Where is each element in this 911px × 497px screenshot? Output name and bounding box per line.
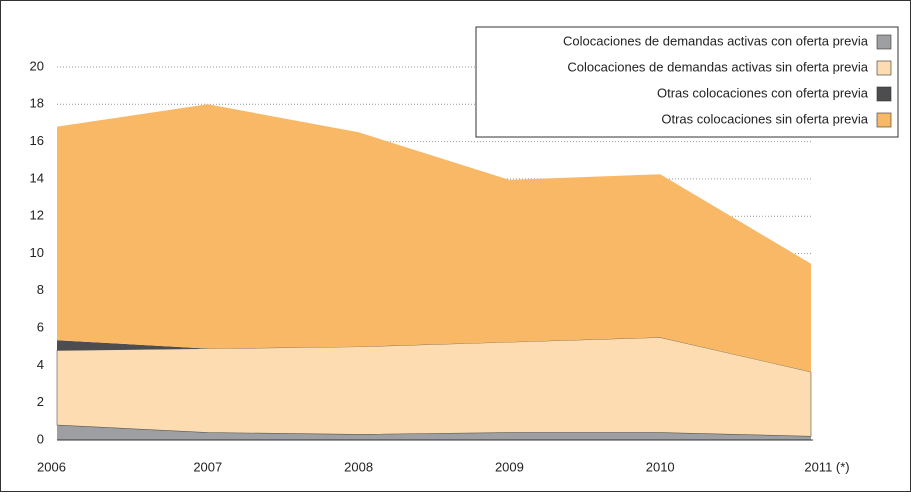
area bbox=[56, 337, 812, 437]
y-tick-label: 12 bbox=[30, 208, 44, 223]
y-tick-label: 0 bbox=[37, 431, 44, 446]
x-tick-label: 2009 bbox=[495, 459, 524, 474]
legend-label: Otras colocaciones sin oferta previa bbox=[661, 111, 868, 126]
y-tick-label: 18 bbox=[30, 96, 44, 111]
y-tick-label: 20 bbox=[30, 58, 44, 73]
y-tick-label: 14 bbox=[30, 170, 44, 185]
legend: Colocaciones de demandas activas con ofe… bbox=[475, 26, 899, 138]
legend-swatch bbox=[876, 112, 892, 128]
y-tick-label: 6 bbox=[37, 320, 44, 335]
legend-swatch bbox=[876, 34, 892, 50]
x-tick-label: 2011 (*) bbox=[804, 459, 849, 474]
legend-label: Otras colocaciones con oferta previa bbox=[657, 85, 869, 100]
y-tick-label: 8 bbox=[37, 282, 44, 297]
y-tick-label: 10 bbox=[30, 245, 44, 260]
legend-box bbox=[475, 26, 899, 138]
y-tick-label: 2 bbox=[37, 394, 44, 409]
legend-label: Colocaciones de demandas activas sin ofe… bbox=[567, 59, 868, 74]
x-tick-label: 2008 bbox=[344, 459, 373, 474]
legend-swatch bbox=[876, 60, 892, 76]
x-tick-label: 2007 bbox=[193, 459, 222, 474]
x-tick-label: 2006 bbox=[37, 459, 66, 474]
x-tick-label: 2010 bbox=[646, 459, 675, 474]
axes: 0 2 4 6 8 10 12 14 16 18 20 2006 2007 2008 2009 2010 201… bbox=[30, 58, 850, 474]
y-tick-label: 4 bbox=[37, 357, 44, 372]
area bbox=[57, 104, 811, 372]
legend-label: Colocaciones de demandas activas con ofe… bbox=[563, 33, 869, 48]
legend-swatch bbox=[876, 86, 892, 102]
area bbox=[57, 425, 811, 440]
y-tick-label: 16 bbox=[30, 133, 44, 148]
areas bbox=[56, 104, 812, 440]
